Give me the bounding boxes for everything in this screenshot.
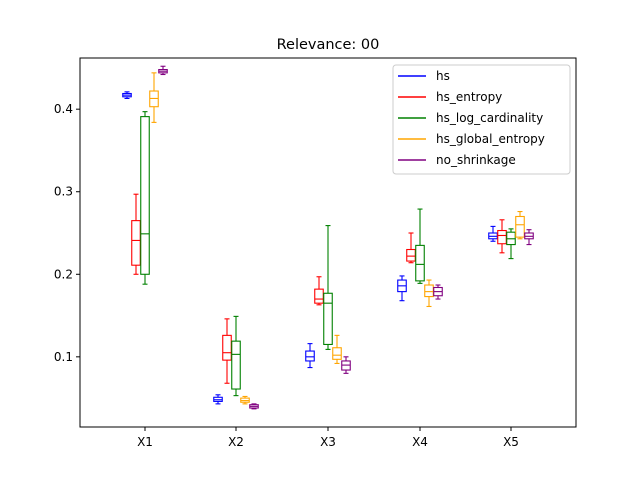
- x-tick-label: X2: [228, 435, 244, 449]
- box: [249, 403, 259, 410]
- axes-frame: [79, 57, 577, 428]
- iqr-box: [515, 215, 525, 238]
- series-hs-global-entropy: [149, 72, 525, 405]
- iqr-box: [231, 340, 241, 390]
- box: [158, 65, 168, 76]
- box: [488, 225, 498, 242]
- box: [240, 395, 250, 405]
- iqr-box: [332, 347, 342, 360]
- x-tick-label: X3: [320, 435, 336, 449]
- box: [213, 394, 223, 405]
- series-no-shrinkage: [158, 65, 534, 410]
- legend-label: hs: [436, 69, 450, 83]
- box: [140, 111, 150, 285]
- box: [231, 315, 241, 397]
- box: [323, 225, 333, 350]
- box: [122, 91, 132, 99]
- box: [397, 275, 407, 302]
- iqr-box: [323, 292, 333, 345]
- legend-label: hs_log_cardinality: [436, 111, 543, 125]
- series-hs-log-cardinality: [140, 111, 516, 397]
- chart-title: Relevance: 00: [277, 37, 380, 53]
- legend: hs hs_entropy hs_log_cardinality hs_global_…: [392, 64, 571, 175]
- box: [524, 229, 534, 246]
- iqr-box: [131, 220, 141, 266]
- box: [424, 279, 434, 308]
- iqr-box: [415, 244, 425, 282]
- series-hs: [122, 91, 498, 405]
- legend-label: no_shrinkage: [436, 153, 516, 167]
- box: [149, 72, 159, 123]
- box: [341, 356, 351, 374]
- y-tick-label: 0.2: [54, 267, 73, 281]
- iqr-box: [305, 350, 315, 362]
- box: [406, 232, 416, 264]
- iqr-box: [140, 116, 150, 275]
- iqr-box: [424, 284, 434, 298]
- y-tick-label: 0.1: [54, 350, 73, 364]
- box: [314, 276, 324, 306]
- x-tick-label: X5: [503, 435, 519, 449]
- box: [131, 193, 141, 275]
- iqr-box: [314, 288, 324, 304]
- y-tick-label: 0.4: [54, 102, 73, 116]
- x-tick-label: X1: [137, 435, 153, 449]
- box: [305, 343, 315, 369]
- iqr-box: [222, 334, 232, 361]
- iqr-box: [406, 248, 416, 262]
- box: [506, 228, 516, 260]
- box: [515, 210, 525, 240]
- legend-label: hs_entropy: [436, 90, 502, 104]
- box: [222, 318, 232, 384]
- series-hs-entropy: [131, 193, 507, 384]
- legend-label: hs_global_entropy: [436, 132, 545, 146]
- iqr-box: [497, 229, 507, 245]
- box: [497, 219, 507, 254]
- box: [433, 284, 443, 300]
- x-tick-label: X4: [412, 435, 428, 449]
- box: [332, 334, 342, 364]
- box: [415, 208, 425, 284]
- plot-area: 0.1 0.2 0.3 0.4 X1 X2 X3 X4 X5: [54, 65, 534, 449]
- y-tick-label: 0.3: [54, 185, 73, 199]
- legend-frame: [392, 64, 571, 175]
